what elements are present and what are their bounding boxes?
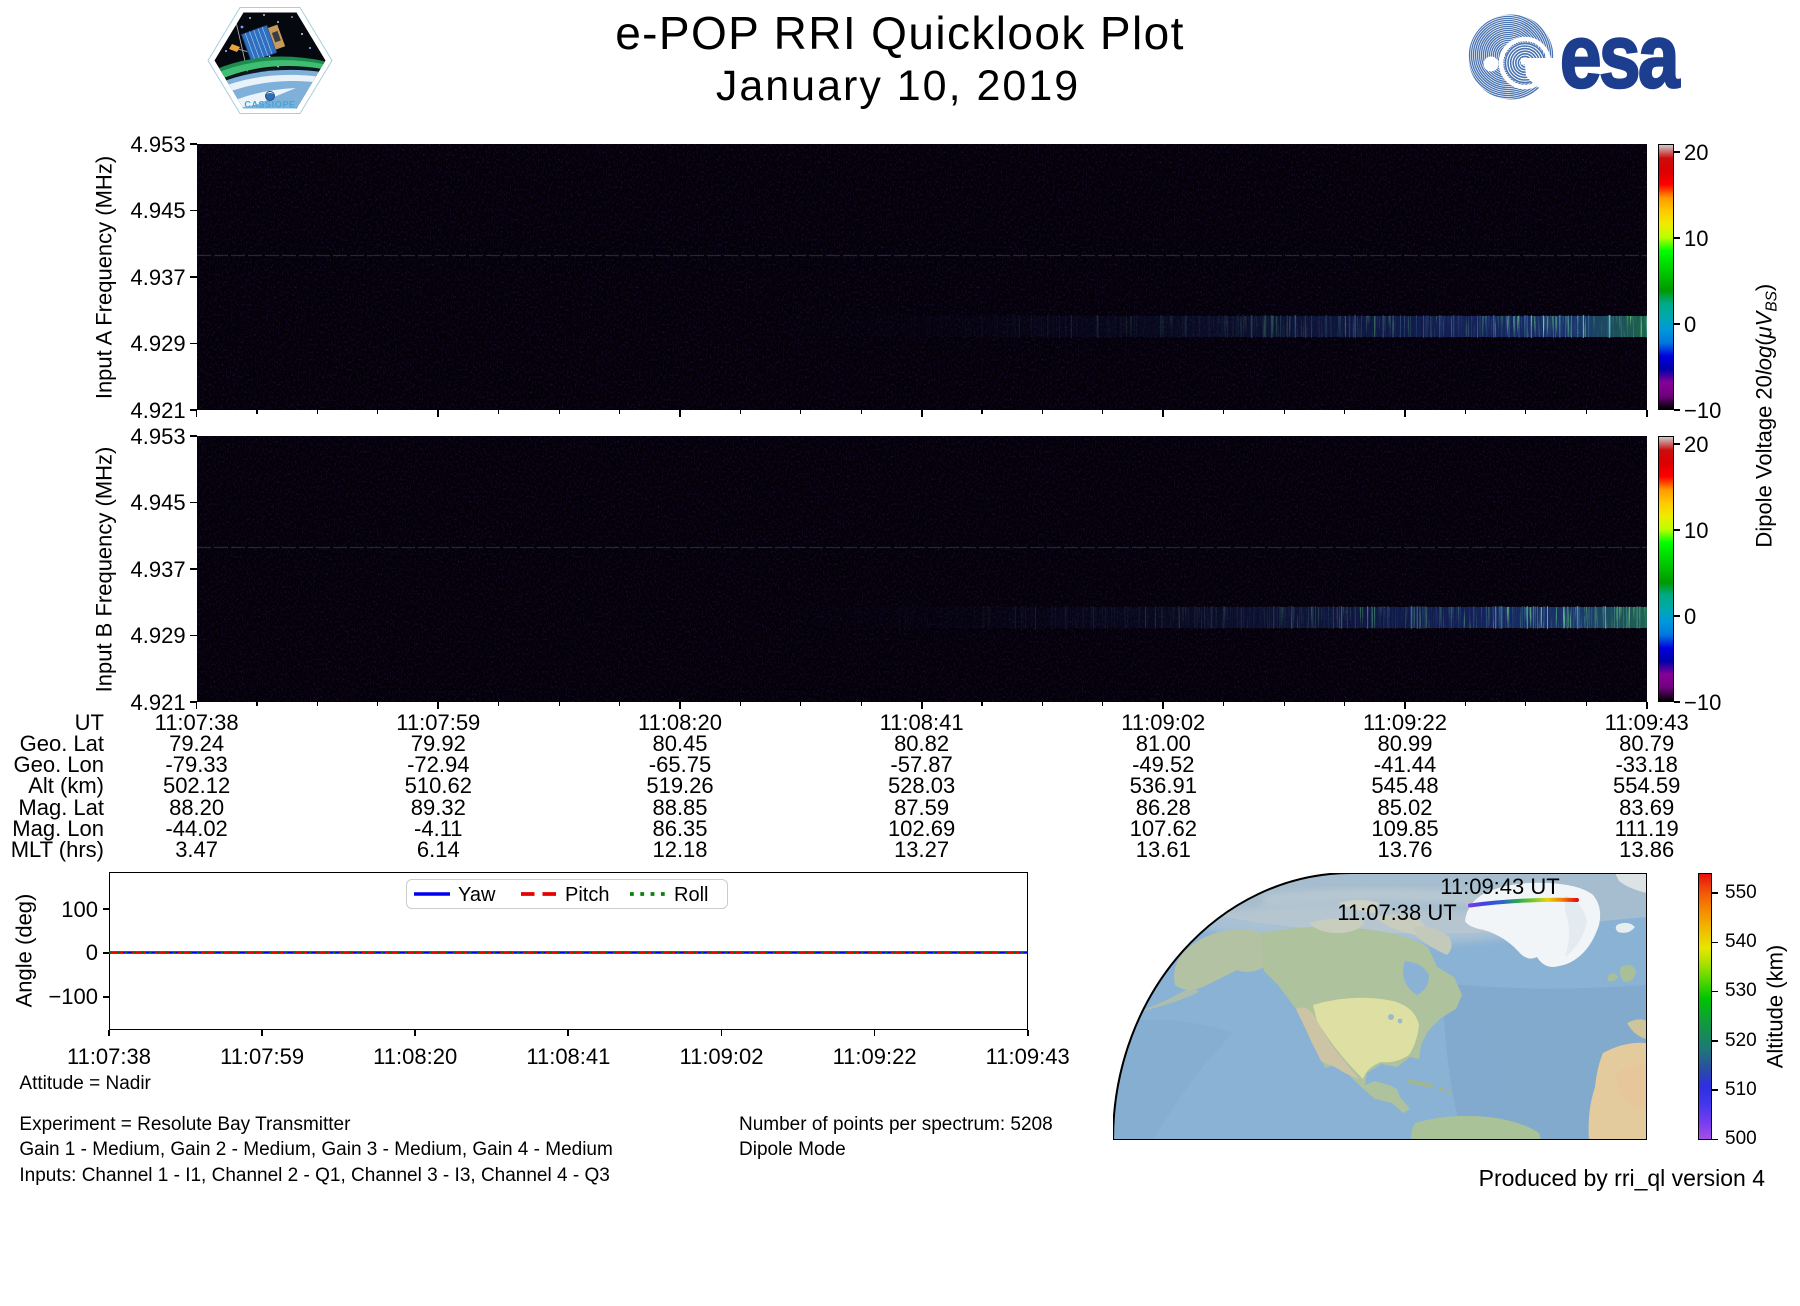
svg-text:Roll: Roll xyxy=(674,884,708,906)
svg-text:11:07:38 UT: 11:07:38 UT xyxy=(1337,900,1456,925)
svg-text:11:09:43 UT: 11:09:43 UT xyxy=(1440,874,1559,899)
svg-text:Yaw: Yaw xyxy=(458,884,496,906)
svg-text:esa: esa xyxy=(1560,14,1680,104)
svg-text:CASSIOPE: CASSIOPE xyxy=(244,100,295,110)
svg-text:Pitch: Pitch xyxy=(565,884,609,906)
